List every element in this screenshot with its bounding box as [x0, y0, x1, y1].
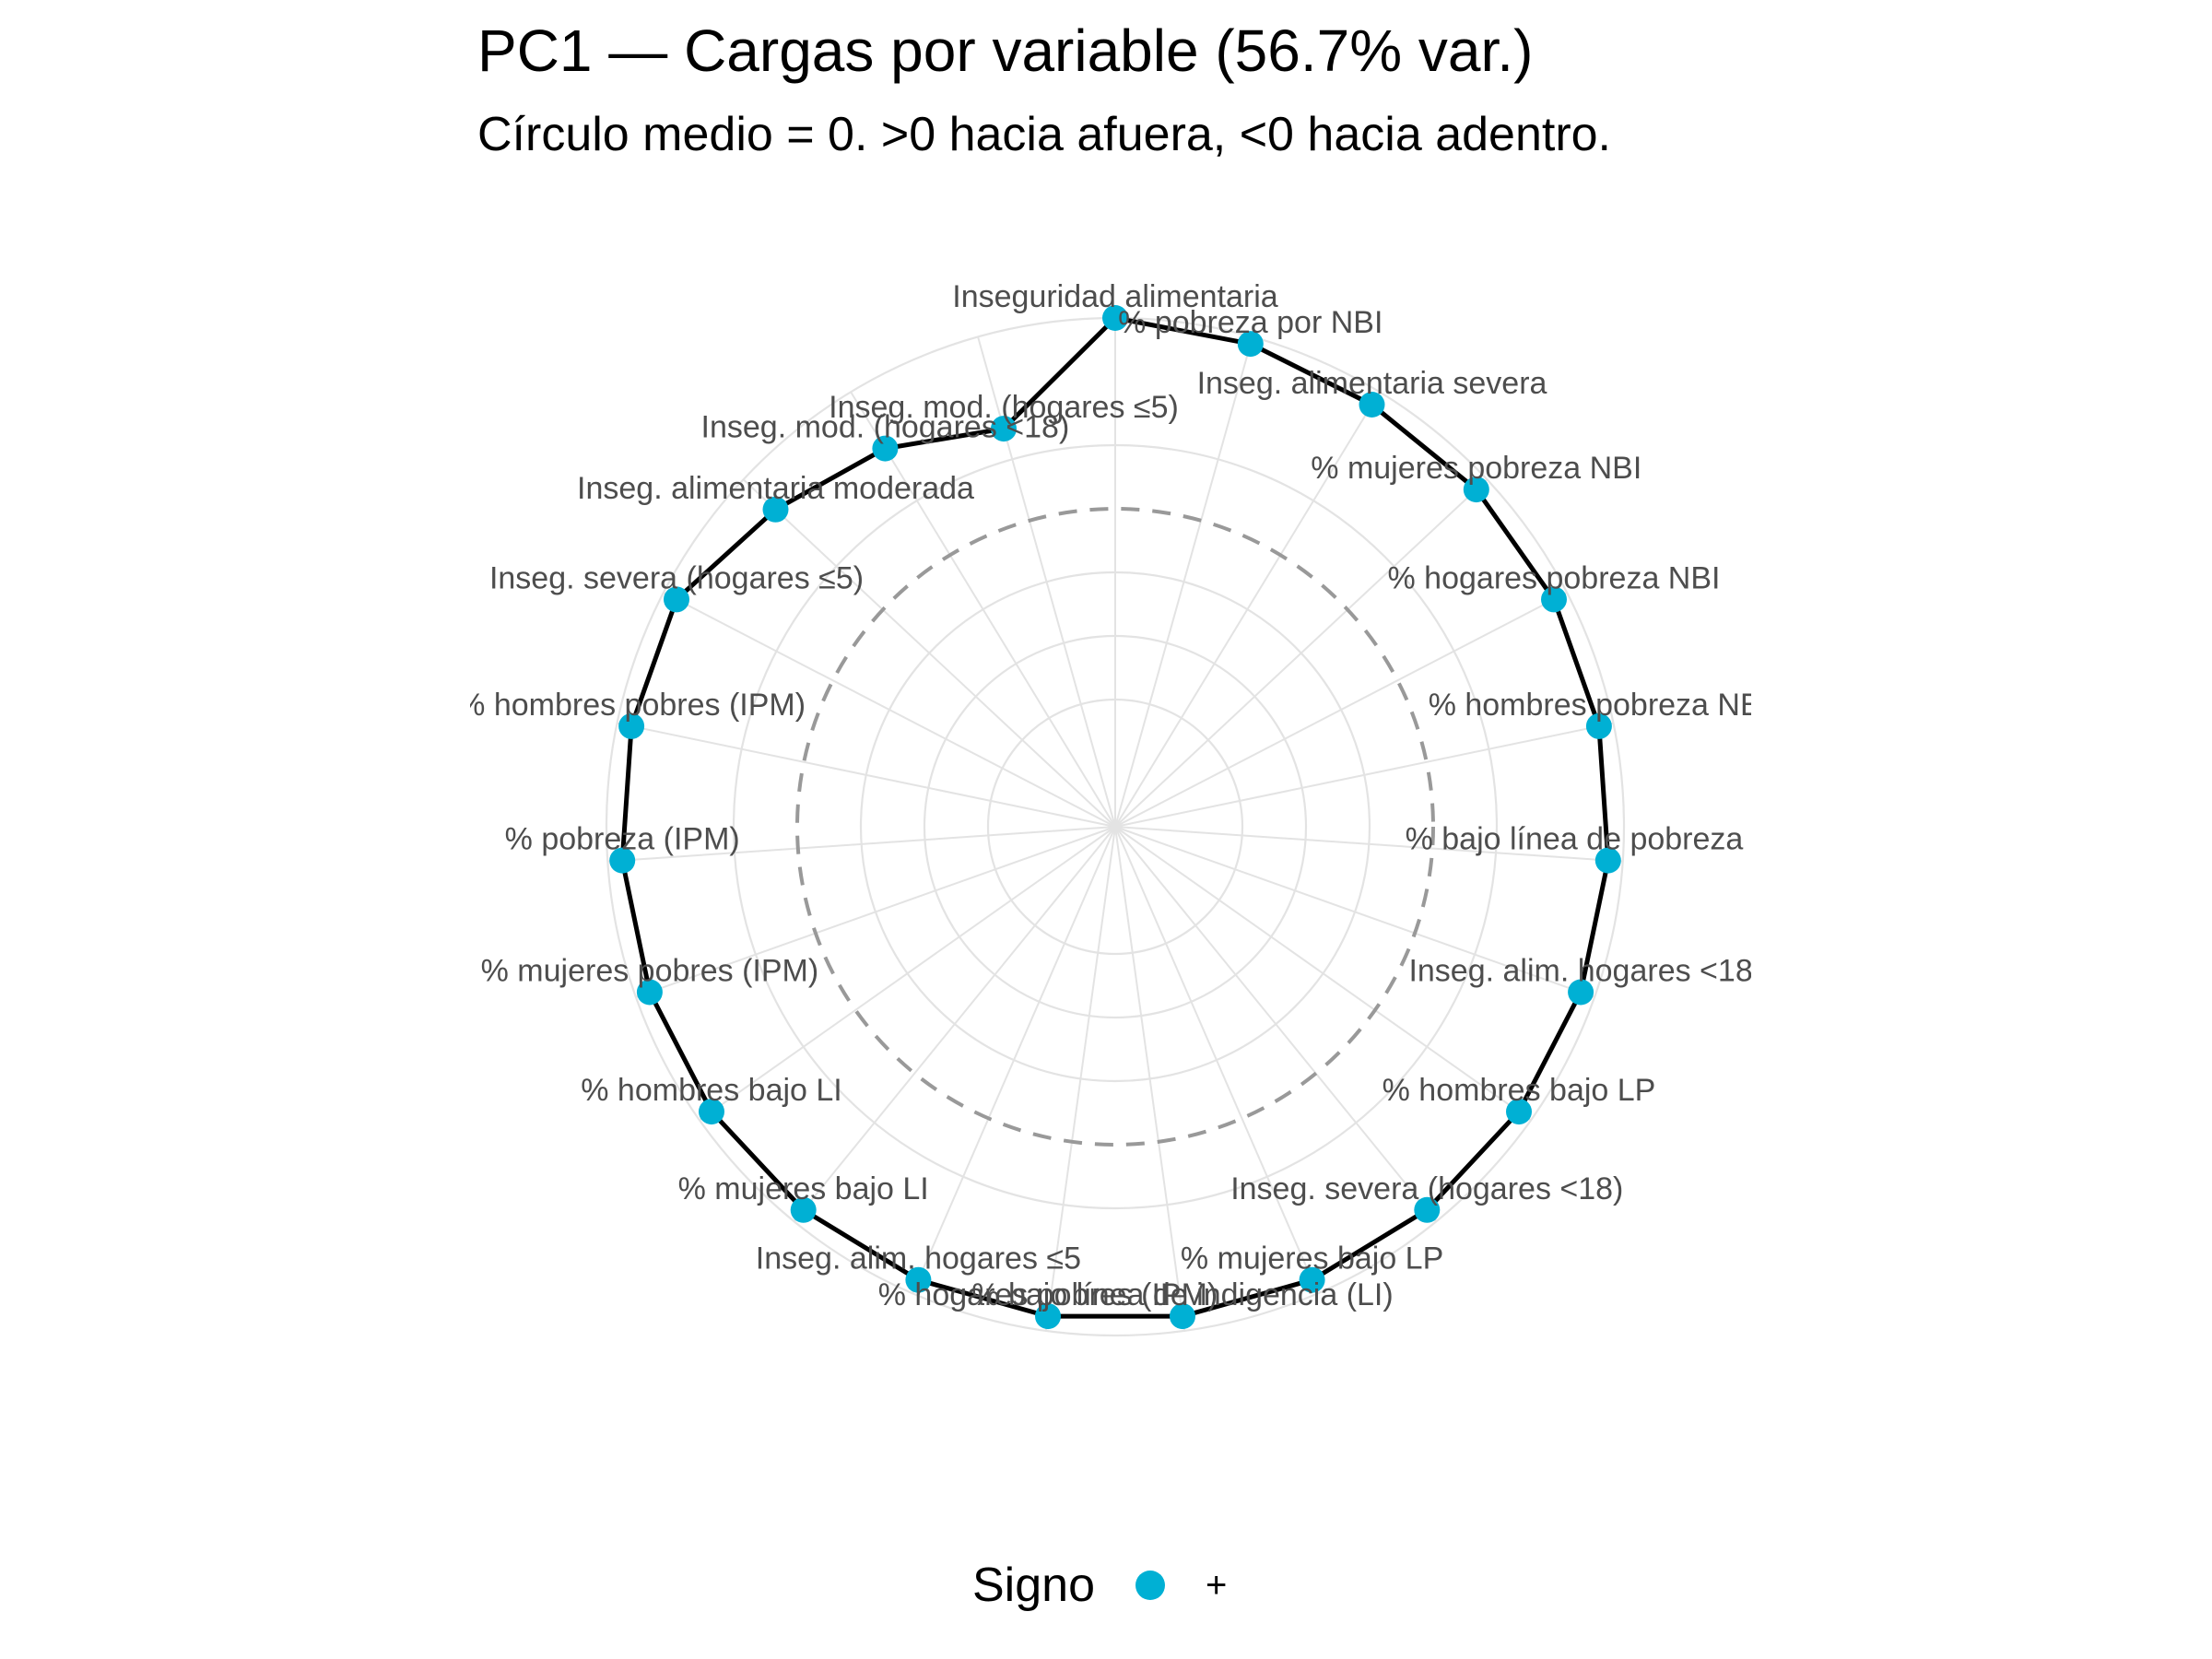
grid-spoke — [1114, 826, 1532, 1122]
grid-spoke — [1114, 478, 1488, 828]
zero-reference-circle — [795, 507, 1435, 1147]
data-point — [1568, 979, 1594, 1006]
data-point — [790, 1196, 817, 1223]
chart-title: PC1 — Cargas por variable (56.7% var.) — [477, 18, 1534, 84]
axis-label: Inseguridad alimentaria — [952, 279, 1278, 314]
data-point — [1506, 1099, 1532, 1125]
legend-label: + — [1206, 1564, 1228, 1606]
data-point — [618, 712, 645, 739]
loadings-polygon — [619, 315, 1611, 1319]
legend-title: Signo — [972, 1559, 1095, 1612]
data-point — [1585, 712, 1612, 739]
axis-label: Inseg. alim. hogares <18 — [1408, 954, 1752, 989]
grid-spoke — [1114, 592, 1568, 828]
data-point — [1299, 1266, 1325, 1293]
loadings-line — [619, 315, 1611, 1319]
axis-label: % mujeres bajo LI — [678, 1171, 929, 1206]
axis-label: Inseg. alim. hogares ≤5 — [756, 1241, 1081, 1277]
axis-label: % bajo línea de indigencia (LI) — [971, 1277, 1393, 1312]
data-point — [664, 586, 689, 613]
axis-label: % mujeres pobreza NBI — [1311, 451, 1641, 486]
data-point — [1102, 305, 1128, 331]
grid-spoke — [607, 826, 1116, 863]
loading-points — [609, 305, 1621, 1330]
axis-label: Inseg. alimentaria moderada — [577, 471, 974, 506]
axis-label: % pobreza (IPM) — [505, 822, 740, 857]
data-point — [762, 496, 789, 523]
grid-spoke — [617, 722, 1116, 828]
axis-label: % bajo línea de pobreza (LP) — [1406, 822, 1811, 857]
axis-label: % hogares pobres (IPM) — [878, 1277, 1218, 1312]
axis-label: % hombres pobreza NBI — [1429, 688, 1770, 723]
data-point — [699, 1099, 724, 1125]
axis-label: % hombres bajo LP — [1382, 1073, 1656, 1108]
data-point — [1035, 1303, 1061, 1330]
axis-label: % hombres bajo LI — [581, 1073, 842, 1108]
data-point — [636, 979, 663, 1006]
legend-key-icon — [1135, 1571, 1165, 1600]
axis-label: Inseg. mod. (hogares ≤5) — [829, 390, 1179, 425]
data-point — [1541, 586, 1567, 613]
grid-spoke — [663, 592, 1116, 828]
zero-circle — [795, 507, 1435, 1147]
axis-label: % mujeres bajo LP — [1181, 1241, 1443, 1277]
grid-spoke — [1114, 826, 1319, 1294]
chart-subtitle: Círculo medio = 0. >0 hacia afuera, <0 h… — [477, 108, 1611, 161]
axis-label: % hombres pobres (IPM) — [457, 688, 806, 723]
grid-spoke — [1114, 336, 1253, 828]
axis-label: Inseg. alimentaria severa — [1197, 366, 1547, 401]
axis-label: % pobreza por NBI — [1118, 305, 1382, 340]
data-point — [1237, 331, 1264, 358]
axis-label: % mujeres pobres (IPM) — [481, 954, 819, 989]
data-point — [1414, 1196, 1441, 1223]
axis-label: Inseg. severa (hogares ≤5) — [489, 560, 864, 595]
data-point — [1594, 847, 1621, 874]
legend: Signo + — [972, 1558, 1227, 1613]
grid-spoke — [1044, 826, 1116, 1331]
axis-label: % hogares pobreza NBI — [1388, 560, 1721, 595]
grid-spoke — [1114, 826, 1623, 863]
grid-spoke — [1114, 391, 1381, 828]
axis-label: Inseg. severa (hogares <18) — [1230, 1171, 1623, 1206]
data-point — [1463, 477, 1489, 503]
grid — [605, 316, 1626, 1337]
data-point — [905, 1266, 932, 1293]
grid-spoke — [635, 826, 1116, 998]
data-point — [1170, 1303, 1195, 1330]
data-point — [1359, 392, 1385, 418]
grid-spoke — [793, 826, 1116, 1222]
data-point — [991, 416, 1017, 442]
grid-spoke — [850, 391, 1116, 828]
data-point — [872, 435, 899, 462]
grid-spoke — [1114, 722, 1614, 828]
data-point — [609, 847, 636, 874]
grid-spoke — [1114, 826, 1438, 1222]
axis-label: Inseg. mod. (hogares <18) — [701, 410, 1070, 445]
grid-spoke — [699, 826, 1116, 1122]
grid-spoke — [912, 826, 1116, 1294]
grid-spoke — [742, 478, 1116, 828]
grid-spoke — [1114, 826, 1595, 998]
axis-labels: Inseguridad alimentaria% pobreza por NBI… — [457, 279, 1811, 1312]
grid-spoke — [1114, 826, 1186, 1331]
